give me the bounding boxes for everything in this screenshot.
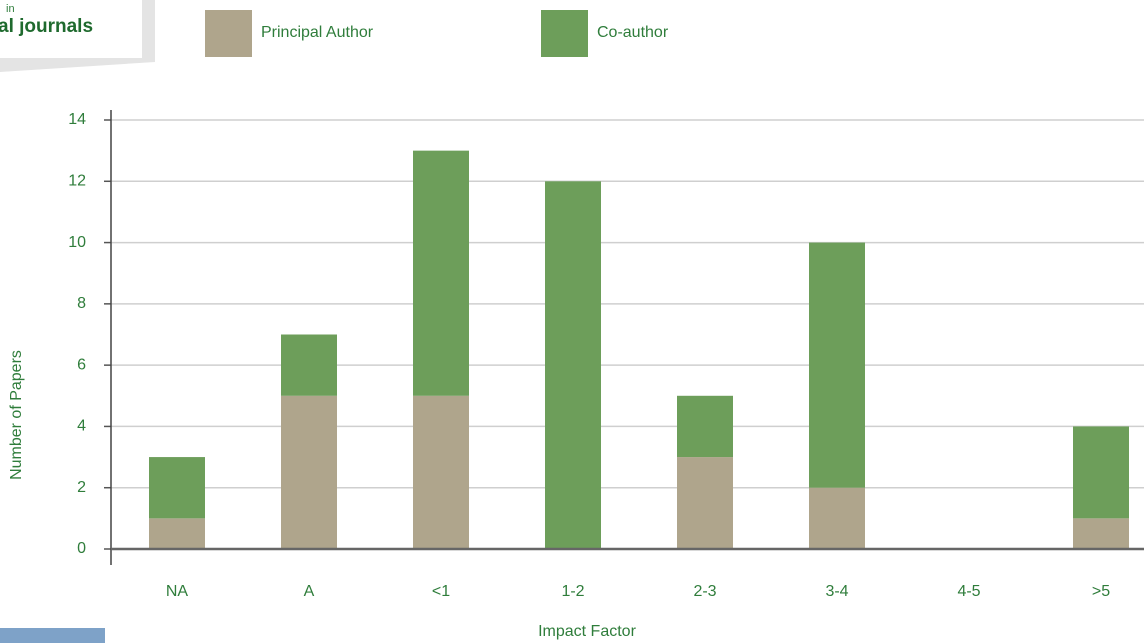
y-tick-label: 4 (77, 418, 86, 435)
y-tick-label: 12 (68, 173, 86, 190)
y-axis-title: Number of Papers (8, 350, 25, 480)
legend-label: Principal Author (261, 24, 374, 41)
bar-segment (281, 334, 337, 396)
x-tick-label: >5 (1092, 583, 1110, 600)
y-tick-label: 14 (68, 111, 86, 128)
x-tick-label: 4-5 (957, 583, 980, 600)
x-tick-label: 2-3 (693, 583, 716, 600)
bar-segment (1073, 518, 1129, 549)
x-tick-label: 3-4 (825, 583, 848, 600)
bar-segment (809, 487, 865, 549)
y-tick-label: 6 (77, 356, 86, 373)
bar-segment (1073, 426, 1129, 519)
bar-segment (281, 395, 337, 549)
header-panel (0, 0, 142, 58)
y-tick-label: 10 (68, 234, 86, 251)
x-tick-label: 1-2 (561, 583, 584, 600)
header-title: al journals (0, 16, 93, 37)
bar-segment (149, 457, 205, 519)
bar-segment (413, 395, 469, 549)
x-tick-label: <1 (432, 583, 450, 600)
x-tick-label: A (304, 583, 315, 600)
x-axis-title: Impact Factor (538, 623, 636, 640)
legend-swatch (205, 10, 252, 57)
decor (0, 628, 105, 643)
x-tick-label: NA (166, 583, 189, 600)
bar-segment (545, 181, 601, 550)
legend-label: Co-author (597, 24, 669, 41)
header-small: in (6, 3, 15, 15)
bar-segment (413, 150, 469, 396)
y-tick-label: 0 (77, 540, 86, 557)
bar-segment (677, 457, 733, 549)
legend-swatch (541, 10, 588, 57)
bar-segment (809, 242, 865, 488)
y-tick-label: 2 (77, 479, 86, 496)
bar-segment (149, 518, 205, 549)
y-tick-label: 8 (77, 295, 86, 312)
bar-segment (677, 395, 733, 458)
